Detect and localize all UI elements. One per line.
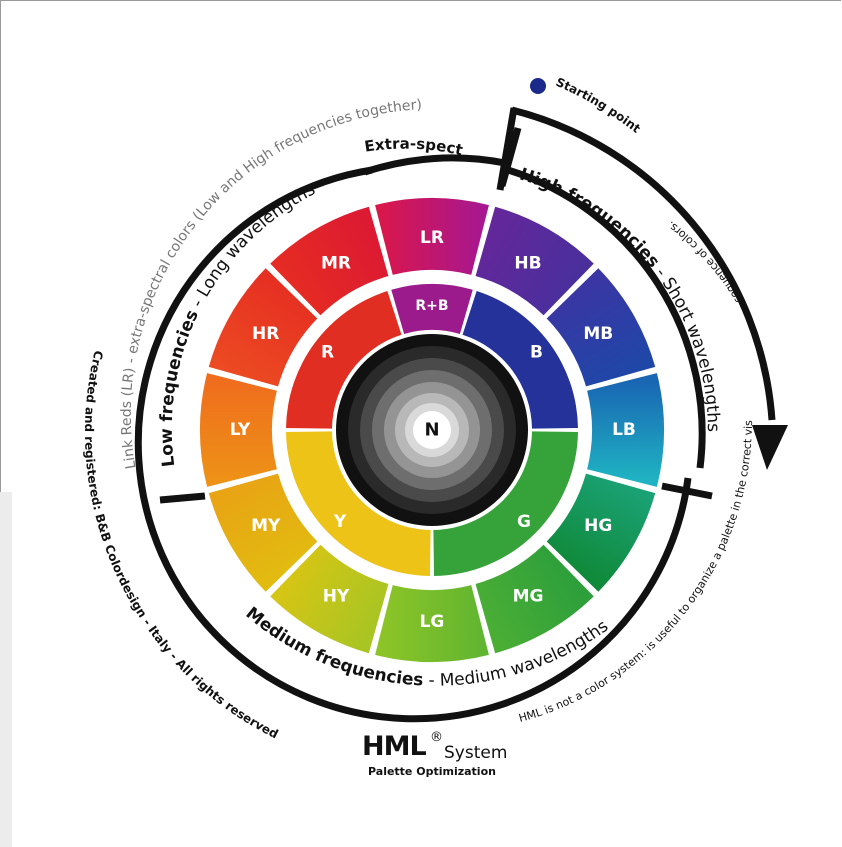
outer-label-mb: MB bbox=[583, 324, 613, 344]
inner-label-y: Y bbox=[333, 512, 347, 532]
inner-label-r-b: R+B bbox=[415, 298, 448, 314]
outer-label-mg: MG bbox=[513, 586, 544, 606]
outer-sector-my bbox=[208, 473, 318, 592]
outer-label-mr: MR bbox=[321, 254, 351, 274]
outer-sector-ly bbox=[200, 373, 277, 487]
arrow-stem bbox=[496, 107, 518, 191]
outer-sector-mg bbox=[475, 544, 594, 654]
outer-label-my: MY bbox=[251, 516, 281, 536]
inner-ring bbox=[286, 283, 578, 576]
logo-brand: HML bbox=[362, 731, 427, 762]
inner-sector-b bbox=[462, 290, 578, 429]
neutral-label: N bbox=[424, 420, 439, 441]
neutral-core: N bbox=[336, 334, 528, 526]
neutral-ring-7 bbox=[413, 411, 451, 449]
side-panel bbox=[0, 492, 12, 847]
outer-sector-lb bbox=[587, 373, 664, 487]
outer-label-hy: HY bbox=[323, 586, 350, 606]
high-frequency-arc bbox=[506, 166, 706, 469]
outer-label-ly: LY bbox=[230, 420, 251, 440]
outer-ring bbox=[200, 198, 664, 662]
outer-sector-hg bbox=[546, 473, 656, 592]
separator-left bbox=[159, 492, 206, 504]
starting-point-dot bbox=[530, 78, 546, 94]
logo-system: System bbox=[444, 743, 508, 763]
sequence-arrow bbox=[511, 106, 776, 421]
inner-label-r: R bbox=[321, 343, 334, 363]
inner-label-b: B bbox=[530, 343, 543, 363]
outer-sector-lg bbox=[375, 585, 489, 662]
outer-sector-hr bbox=[208, 268, 318, 387]
outer-sector-mb bbox=[546, 268, 656, 387]
outer-label-lr: LR bbox=[420, 228, 444, 248]
outer-frame-arc bbox=[134, 166, 692, 723]
inner-sector-y bbox=[286, 431, 431, 576]
outer-sector-hy bbox=[270, 544, 389, 654]
outer-sector-mr bbox=[270, 206, 389, 316]
outer-sector-hb bbox=[475, 206, 594, 316]
inner-label-g: G bbox=[517, 512, 531, 532]
inner-sector-g bbox=[433, 431, 578, 576]
arrow-head-icon bbox=[752, 425, 788, 470]
outer-sector-lr bbox=[375, 198, 489, 275]
hml-logo: HML ® System Palette Optimization bbox=[362, 730, 522, 784]
inner-sector-r-b bbox=[391, 283, 473, 334]
logo-subtitle: Palette Optimization bbox=[368, 765, 496, 778]
inner-sector-r bbox=[286, 290, 402, 429]
sector-labels: LR HB MB LB HG MG LG HY MY LY HR MR R+B B G Y R bbox=[230, 228, 636, 632]
extra-spectral-arc bbox=[363, 154, 506, 176]
outer-label-hr: HR bbox=[252, 324, 279, 344]
separator-right bbox=[661, 482, 713, 500]
outer-label-lb: LB bbox=[612, 420, 636, 440]
logo-registered: ® bbox=[430, 730, 443, 745]
extra-spectral-label: Extra-spectral bbox=[0, 0, 465, 159]
outer-label-hb: HB bbox=[514, 254, 541, 274]
outer-label-lg: LG bbox=[420, 612, 445, 632]
outer-label-hg: HG bbox=[584, 516, 612, 536]
